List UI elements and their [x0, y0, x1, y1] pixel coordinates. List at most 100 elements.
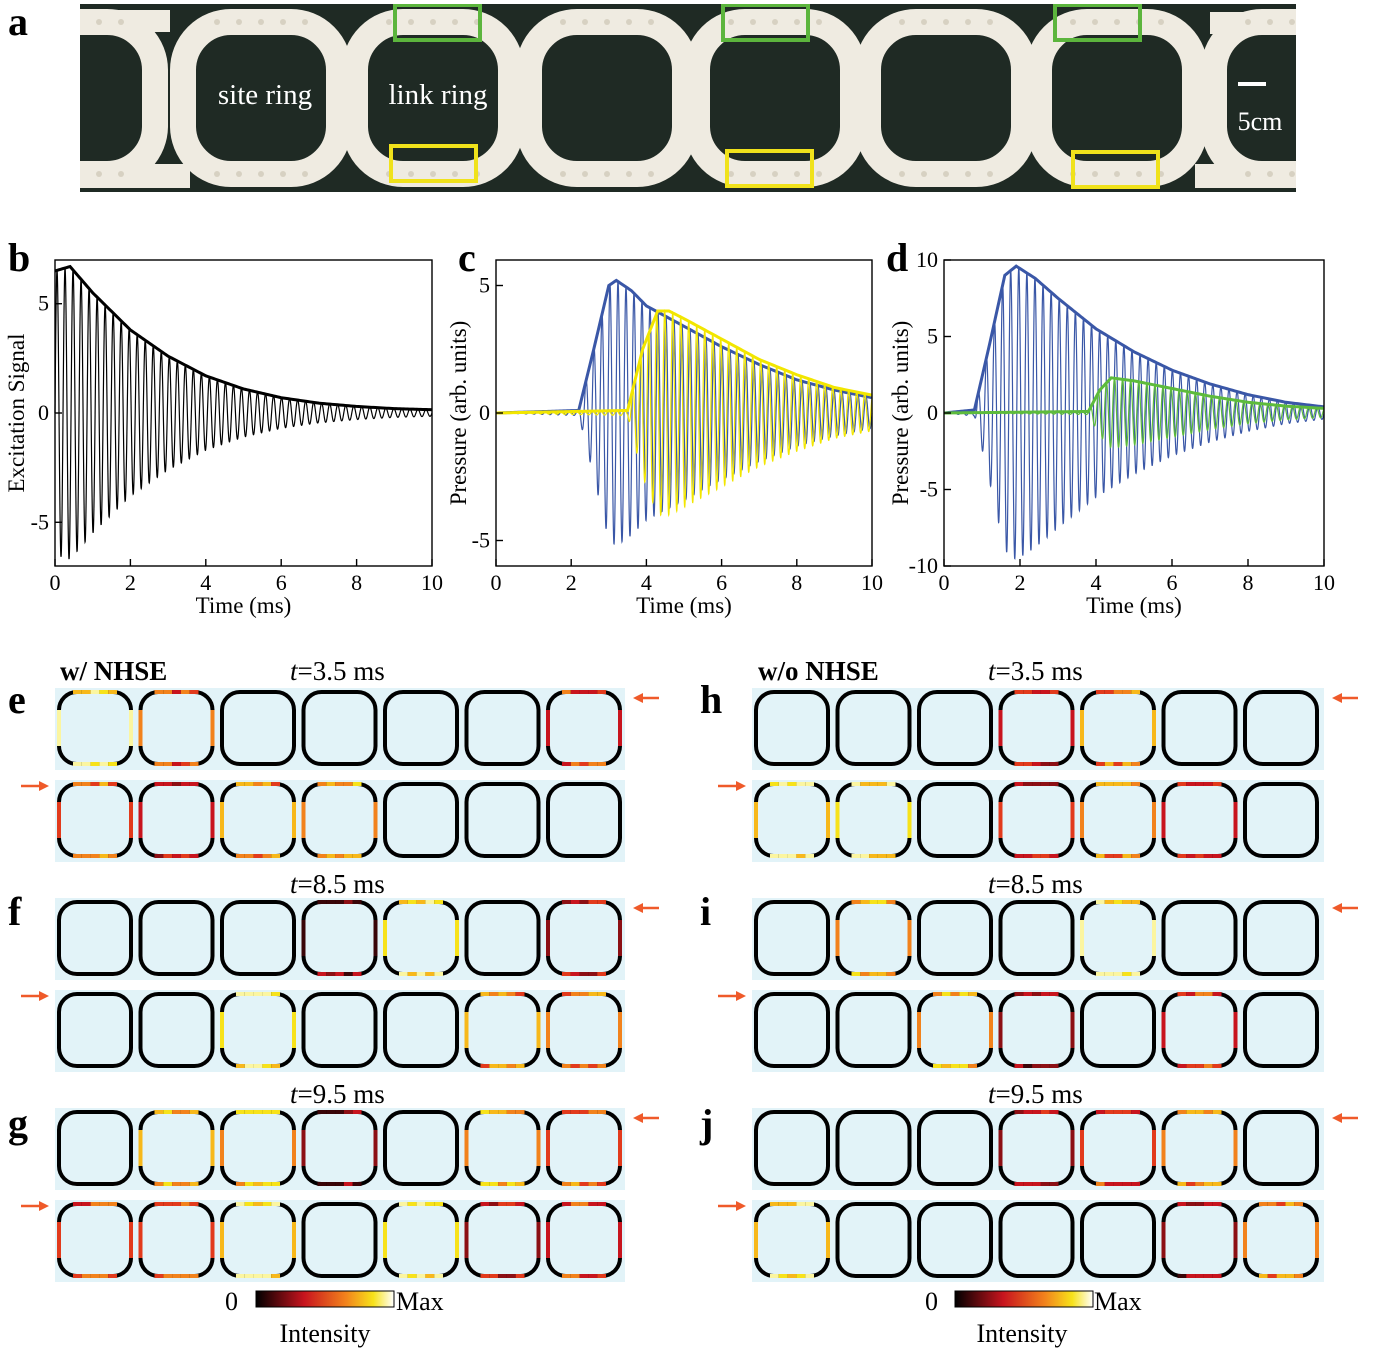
y-tick-label: 0: [927, 400, 938, 425]
field-ring: [917, 1202, 993, 1278]
ring-stud: [1114, 19, 1120, 25]
signal-envelope: [54, 264, 433, 412]
lattice-arm: [1210, 12, 1270, 34]
field-ring: [917, 690, 993, 766]
ring-stud: [1092, 19, 1098, 25]
panel-label-h: h: [700, 677, 723, 722]
ring-stud: [816, 19, 822, 25]
ring-stud: [816, 171, 822, 177]
input-arrow-head: [736, 781, 746, 791]
site-ring-label: site ring: [218, 79, 312, 111]
signal-trace: [944, 266, 1325, 560]
ring-stud: [794, 171, 800, 177]
ring-stud: [626, 19, 632, 25]
colorbar-max-label: Max: [1094, 1287, 1142, 1316]
field-ring: [754, 1110, 830, 1186]
field-ring: [835, 992, 912, 1068]
ring-stud: [772, 19, 778, 25]
yellow-detector-box: [1071, 150, 1160, 189]
colorbar-min-label: 0: [225, 1287, 238, 1316]
ring-stud: [1158, 19, 1164, 25]
field-ring: [1080, 992, 1156, 1068]
field-ring: [835, 1202, 912, 1278]
field-strip-background: [752, 1200, 1324, 1282]
ring-stud: [1289, 171, 1295, 177]
ring-stud: [118, 171, 124, 177]
field-ring: [546, 782, 622, 858]
panel-label-c: c: [458, 235, 476, 280]
field-strip-background: [752, 1108, 1324, 1190]
ring-stud: [943, 19, 949, 25]
ring-stud: [899, 171, 905, 177]
x-axis-label: Time (ms): [636, 593, 732, 618]
ring-stud: [118, 19, 124, 25]
ring-stud: [408, 171, 414, 177]
ring-stud: [582, 171, 588, 177]
ring-stud: [794, 19, 800, 25]
yellow-detector-box: [389, 144, 478, 183]
field-ring: [383, 690, 459, 766]
x-tick-label: 2: [1015, 570, 1026, 595]
time-label-f: t=8.5 ms: [290, 869, 385, 899]
ring-stud: [560, 19, 566, 25]
ring-stud: [280, 19, 286, 25]
field-ring: [1080, 1202, 1156, 1278]
ring-stud: [1070, 19, 1076, 25]
link-ring-label: link ring: [388, 79, 487, 111]
field-ring: [383, 782, 459, 858]
x-tick-label: 8: [1243, 570, 1254, 595]
x-tick-label: 6: [1167, 570, 1178, 595]
plot-area: [495, 278, 873, 545]
ring-stud: [1289, 19, 1295, 25]
ring-stud: [408, 19, 414, 25]
field-strip-background: [752, 990, 1324, 1072]
colorbar-min-label: 0: [925, 1287, 938, 1316]
panel-label-e: e: [8, 677, 26, 722]
ring-stud: [96, 19, 102, 25]
ring-stud: [987, 19, 993, 25]
y-tick-label: 0: [38, 400, 49, 425]
input-arrow-head: [736, 991, 746, 1001]
y-tick-label: -5: [31, 509, 49, 534]
ring-stud: [1245, 171, 1251, 177]
field-strip-background: [55, 1200, 625, 1282]
signal-envelope: [943, 376, 1325, 415]
x-tick-label: 4: [200, 570, 211, 595]
green-detector-box: [721, 4, 810, 42]
time-label-h: t=3.5 ms: [988, 656, 1083, 686]
ring-stud: [750, 19, 756, 25]
x-tick-label: 4: [1091, 570, 1102, 595]
green-detector-box: [1053, 4, 1142, 42]
field-ring: [57, 1110, 133, 1186]
input-arrow-head: [1332, 693, 1342, 703]
ring-stud: [626, 171, 632, 177]
ring-stud: [236, 19, 242, 25]
panel-label-g: g: [8, 1101, 28, 1146]
ring-stud: [214, 171, 220, 177]
ring-stud: [236, 171, 242, 177]
y-tick-label: 0: [479, 400, 490, 425]
x-tick-label: 10: [1313, 570, 1335, 595]
field-ring: [1161, 690, 1238, 766]
field-ring: [138, 992, 215, 1068]
field-ring: [1243, 782, 1319, 858]
field-ring: [301, 992, 378, 1068]
input-arrow-head: [633, 693, 643, 703]
ring-stud: [452, 19, 458, 25]
field-snapshots: w/ NHSE w/o NHSE t=3.5 ms t=3.5 ms t=8.5…: [21, 656, 1358, 1348]
ring-stud: [1267, 19, 1273, 25]
ring-stud: [604, 171, 610, 177]
ring-stud: [750, 171, 756, 177]
field-ring: [998, 900, 1075, 976]
plot-area: [943, 264, 1325, 560]
field-ring: [1243, 690, 1319, 766]
ring-stud: [648, 171, 654, 177]
input-arrow-head: [39, 781, 49, 791]
field-ring: [1243, 992, 1319, 1068]
ring-stud: [965, 171, 971, 177]
panel-label-b: b: [8, 235, 31, 280]
panel-label-j: j: [700, 1101, 714, 1146]
input-arrow-head: [736, 1201, 746, 1211]
x-tick-label: 10: [421, 570, 443, 595]
ring-stud: [943, 171, 949, 177]
